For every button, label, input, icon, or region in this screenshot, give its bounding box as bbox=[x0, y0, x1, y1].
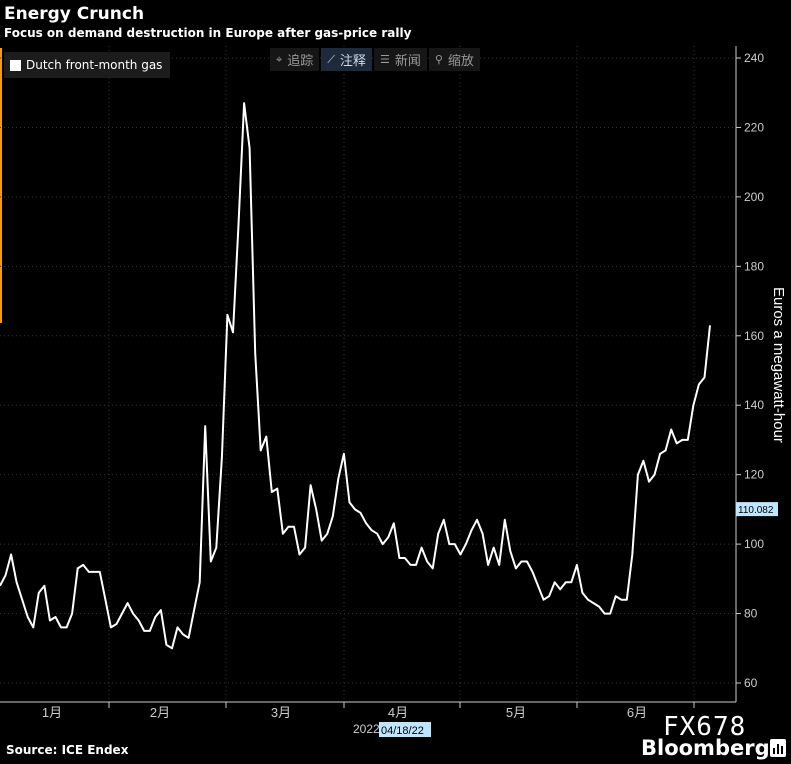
legend-swatch bbox=[10, 59, 21, 71]
chart-toolbar: ⌖ 追踪 ⟋ 注释 ☰ 新闻 ⚲ 缩放 bbox=[270, 48, 480, 71]
y-tick-label: 140 bbox=[744, 398, 764, 412]
y-tick-label: 100 bbox=[744, 537, 764, 551]
zoom-icon: ⚲ bbox=[434, 53, 443, 66]
accent-bar bbox=[0, 48, 2, 323]
tool-zoom-button[interactable]: ⚲ 缩放 bbox=[428, 48, 480, 71]
chart-subtitle: Focus on demand destruction in Europe af… bbox=[4, 26, 412, 40]
tool-annotate-button[interactable]: ⟋ 注释 bbox=[321, 48, 372, 71]
x-tick-label: 3月 bbox=[271, 705, 291, 720]
last-value-label: 110.082 bbox=[738, 505, 774, 516]
watermark-code: FX678 bbox=[663, 712, 747, 742]
x-date-label: 04/18/22 bbox=[381, 725, 424, 737]
x-tick-label: 4月 bbox=[388, 705, 408, 720]
y-tick-label: 60 bbox=[744, 676, 758, 690]
annotate-icon: ⟋ bbox=[327, 52, 335, 66]
x-axis-year-label: 2022 bbox=[353, 722, 380, 736]
legend-label: Dutch front-month gas bbox=[26, 58, 163, 72]
x-date-highlight bbox=[379, 722, 431, 737]
legend[interactable]: Dutch front-month gas bbox=[4, 52, 171, 78]
news-icon: ☰ bbox=[379, 53, 390, 66]
tool-news-button[interactable]: ☰ 新闻 bbox=[373, 48, 427, 71]
x-tick-label: 6月 bbox=[627, 705, 647, 720]
bloomberg-logo: Bloomberg bbox=[641, 736, 770, 760]
tool-annotate-label: 注释 bbox=[339, 54, 366, 69]
x-tick-label: 5月 bbox=[506, 705, 526, 720]
tool-news-label: 新闻 bbox=[394, 54, 421, 69]
crosshair-icon: ⌖ bbox=[276, 52, 283, 66]
last-value-badge bbox=[736, 502, 778, 517]
tool-zoom-label: 缩放 bbox=[447, 54, 474, 69]
y-axis-label: Euros a megawatt-hour bbox=[770, 287, 787, 443]
series-line-dutch-gas bbox=[0, 102, 711, 650]
chart-title: Energy Crunch bbox=[4, 4, 145, 24]
y-tick-label: 220 bbox=[744, 120, 764, 134]
y-tick-label: 200 bbox=[744, 190, 764, 204]
x-tick-label: 2月 bbox=[150, 705, 170, 720]
y-tick-label: 240 bbox=[744, 51, 764, 65]
source-note: Source: ICE Endex bbox=[6, 743, 129, 757]
x-tick-label: 1月 bbox=[42, 705, 62, 720]
y-tick-label: 160 bbox=[744, 329, 764, 343]
y-tick-label: 180 bbox=[744, 259, 764, 273]
y-tick-label: 80 bbox=[744, 607, 758, 621]
tool-track-label: 追踪 bbox=[287, 54, 314, 69]
tool-track-button[interactable]: ⌖ 追踪 bbox=[270, 48, 320, 71]
y-tick-label: 120 bbox=[744, 468, 764, 482]
bloomberg-icon bbox=[770, 739, 786, 757]
